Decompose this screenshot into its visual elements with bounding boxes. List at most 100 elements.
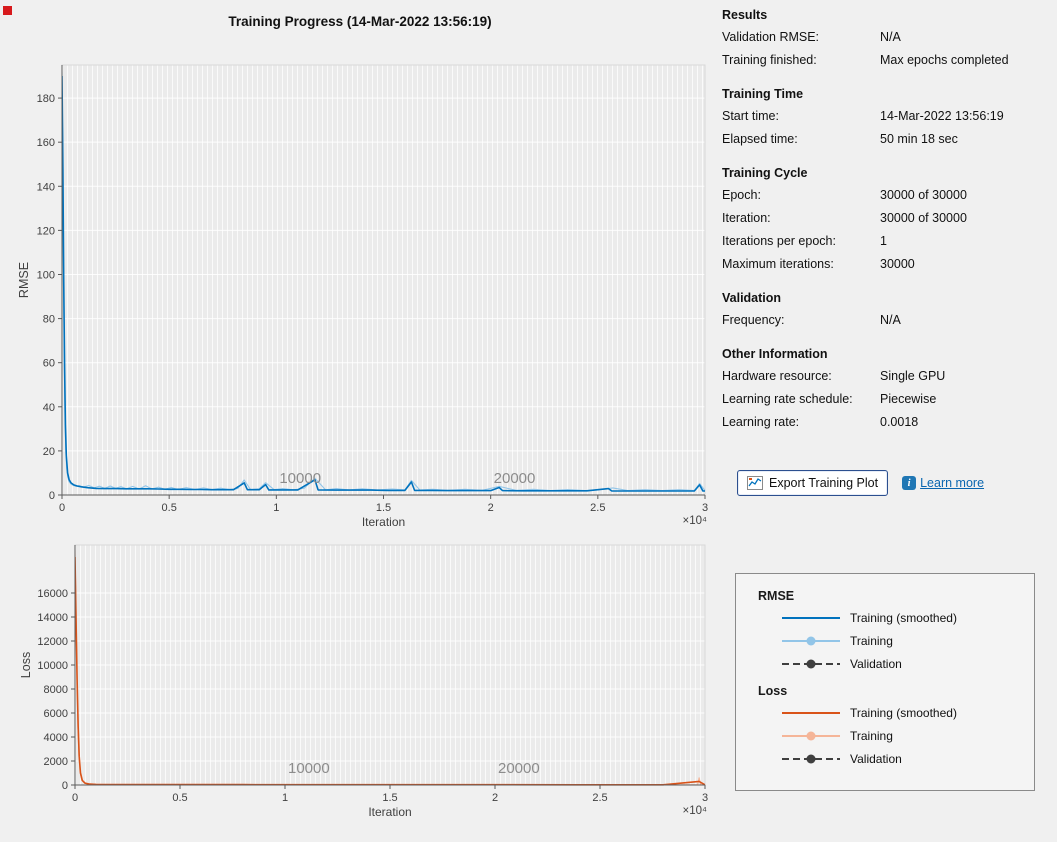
info-value: N/A [880,30,901,44]
legend-title: RMSE [758,589,795,603]
info-label: Iteration: [722,211,771,225]
svg-text:RMSE: RMSE [17,262,31,298]
svg-text:Iteration: Iteration [362,515,405,529]
info-label: Hardware resource: [722,369,832,383]
svg-text:20000: 20000 [494,470,536,487]
legend-label: Training [850,633,893,648]
svg-text:1.5: 1.5 [376,502,391,514]
page-title: Training Progress (14-Mar-2022 13:56:19) [228,14,492,29]
rmse-chart: 0 20 40 60 80 100 120 140 160 180 0 0.5 1 1.5 2 2.5 3 Ite… [17,64,708,529]
record-indicator-icon [3,6,12,15]
info-label: Epoch: [722,188,761,202]
legend-line-sample [780,656,842,672]
info-row: Maximum iterations: 30000 [722,253,1054,276]
legend-line-sample [780,751,842,767]
svg-text:4000: 4000 [44,732,68,744]
info-row: Iterations per epoch: 1 [722,230,1054,253]
svg-text:160: 160 [37,137,55,149]
svg-text:40: 40 [43,402,55,414]
svg-text:100: 100 [37,269,55,281]
info-label: Validation RMSE: [722,30,820,44]
learn-more-group: i Learn more [902,476,984,490]
section-training-time: Training Time Start time: 14-Mar-2022 13… [722,83,1054,151]
section-title: Training Time [722,87,804,101]
export-plot-icon [747,476,763,490]
learn-more-link[interactable]: Learn more [920,476,985,490]
legend-label: Training (smoothed) [850,610,957,625]
svg-text:1.5: 1.5 [382,792,397,804]
section-training-cycle: Training Cycle Epoch: 30000 of 30000 Ite… [722,162,1054,276]
section-validation: Validation Frequency: N/A [722,287,1054,332]
legend-row: Training (smoothed) [758,701,1034,724]
section-other-information: Other Information Hardware resource: Sin… [722,343,1054,434]
export-training-plot-button[interactable]: Export Training Plot [737,470,889,496]
info-row: Learning rate schedule: Piecewise [722,388,1054,411]
svg-text:1: 1 [282,792,288,804]
svg-text:2.5: 2.5 [592,792,607,804]
info-row: Training finished: Max epochs completed [722,49,1054,72]
svg-text:1: 1 [273,502,279,514]
svg-text:2.5: 2.5 [590,502,605,514]
legend-row: Training [758,629,1034,652]
legend-row: Training (smoothed) [758,606,1034,629]
info-value: N/A [880,313,901,327]
svg-text:140: 140 [37,181,55,193]
info-row: Frequency: N/A [722,309,1054,332]
info-value: 30000 [880,257,915,271]
info-row: Elapsed time: 50 min 18 sec [722,128,1054,151]
info-row: Iteration: 30000 of 30000 [722,207,1054,230]
svg-text:0: 0 [49,490,55,502]
svg-text:2: 2 [492,792,498,804]
legend-line-sample [780,610,842,626]
info-value: Piecewise [880,392,937,406]
info-row: Hardware resource: Single GPU [722,365,1054,388]
svg-text:6000: 6000 [44,708,68,720]
info-value: Single GPU [880,369,946,383]
info-row: Validation RMSE: N/A [722,26,1054,49]
svg-text:120: 120 [37,225,55,237]
legend-row: Validation [758,652,1034,675]
legend-box: RMSE Training (smoothed) Training Valida… [735,573,1035,791]
svg-text:20000: 20000 [498,760,540,777]
svg-text:0.5: 0.5 [172,792,187,804]
svg-text:180: 180 [37,93,55,105]
info-value: 30000 of 30000 [880,211,967,225]
legend-line-sample [780,633,842,649]
svg-text:0.5: 0.5 [162,502,177,514]
info-label: Maximum iterations: [722,257,834,271]
info-label: Iterations per epoch: [722,234,836,248]
info-label: Learning rate: [722,415,800,429]
info-value: 14-Mar-2022 13:56:19 [880,109,1004,123]
section-results: Results Validation RMSE: N/A Training fi… [722,4,1054,72]
legend-line-sample [780,705,842,721]
legend-line-sample [780,728,842,744]
info-label: Frequency: [722,313,785,327]
svg-text:2: 2 [488,502,494,514]
rmse-plot-area [62,65,705,495]
svg-text:2000: 2000 [44,756,68,768]
actions-row: Export Training Plot i Learn more [737,470,984,496]
svg-text:16000: 16000 [37,588,68,600]
legend-row: Training [758,724,1034,747]
legend-label: Validation [850,656,902,671]
svg-text:8000: 8000 [44,684,68,696]
info-value: 1 [880,234,887,248]
section-title: Other Information [722,347,828,361]
legend-group-loss: Loss Training (smoothed) Training Valida… [758,681,1034,770]
info-row: Start time: 14-Mar-2022 13:56:19 [722,105,1054,128]
section-title: Results [722,8,768,22]
svg-text:10000: 10000 [37,660,68,672]
svg-text:Iteration: Iteration [368,805,411,819]
svg-text:10000: 10000 [288,760,330,777]
info-label: Learning rate schedule: [722,392,853,406]
info-value: 0.0018 [880,415,919,429]
section-title: Validation [722,291,782,305]
svg-text:12000: 12000 [37,636,68,648]
results-panel: Results Validation RMSE: N/A Training fi… [722,4,1054,434]
svg-text:60: 60 [43,358,55,370]
svg-text:20: 20 [43,446,55,458]
legend-title: Loss [758,684,788,698]
svg-text:3: 3 [702,792,708,804]
legend-label: Validation [850,751,902,766]
svg-text:14000: 14000 [37,612,68,624]
